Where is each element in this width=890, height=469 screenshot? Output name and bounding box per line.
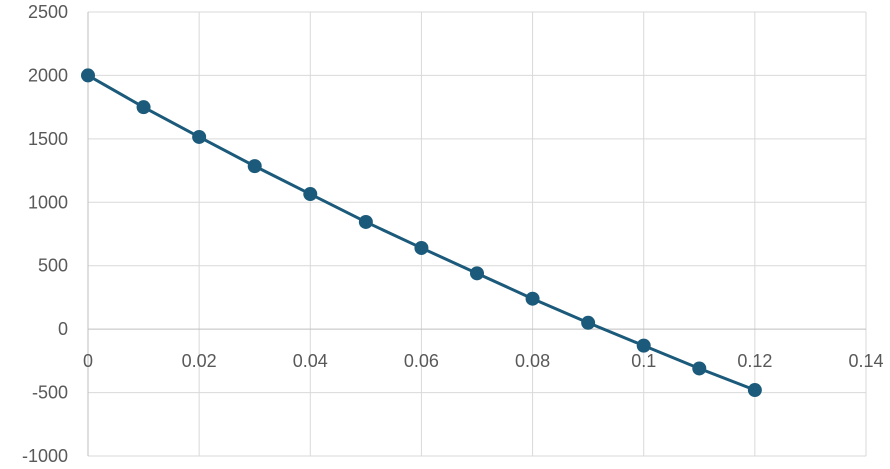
y-tick-label: 2500 [28,2,68,22]
y-tick-label: -1000 [22,446,68,466]
x-tick-label: 0.06 [404,351,439,371]
axes [87,12,866,456]
data-point [192,129,207,144]
x-tick-label: 0.08 [515,351,550,371]
x-tick-label: 0 [83,351,93,371]
data-point [358,214,373,229]
data-point [81,68,95,83]
x-tick-label: 0.02 [182,351,217,371]
data-point [247,159,262,174]
tick-labels: -1000 -500 0 500 1000 1500 2000 2500 0 0.02 0.04 0.… [22,2,884,466]
data-series [81,68,762,398]
gridlines [88,11,867,457]
x-tick-label: 0.14 [848,351,883,371]
x-tick-label: 0.04 [293,351,328,371]
y-tick-label: 2000 [28,65,68,85]
data-point [303,187,318,202]
data-point [636,338,651,353]
data-point [525,291,540,306]
x-tick-label: 0.12 [737,351,772,371]
data-point [136,100,151,115]
data-point [581,315,596,330]
x-tick-label: 0.1 [631,351,656,371]
data-point [470,266,484,281]
data-point [747,383,762,398]
y-tick-label: 500 [38,256,68,276]
y-tick-label: 0 [58,319,68,339]
data-point [414,240,429,255]
y-tick-label: 1000 [28,192,68,212]
data-point [692,361,707,376]
y-tick-label: -500 [32,383,68,403]
y-tick-label: 1500 [28,129,68,149]
